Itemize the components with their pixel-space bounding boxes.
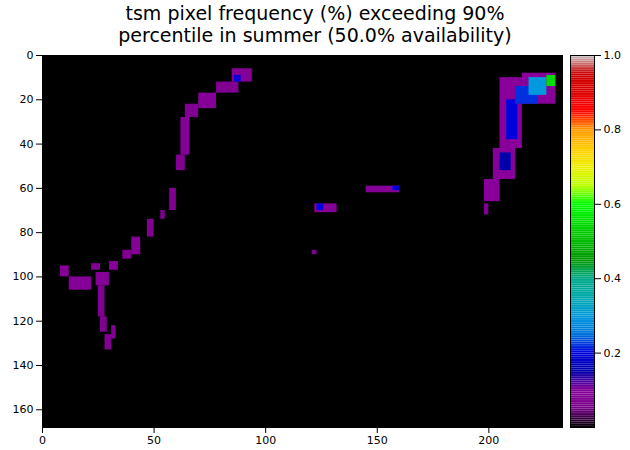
svg-text:0.8: 0.8 [604,123,622,136]
svg-text:0.4: 0.4 [604,272,622,285]
svg-text:140: 140 [13,359,34,372]
svg-text:50: 50 [147,434,161,447]
html-text:tsm pixel frequency (%) exceed: tsm pixel frequency (%) exceeding 90% pe… [118,2,512,46]
svg-text:0.2: 0.2 [604,347,622,360]
svg-text:100: 100 [255,434,276,447]
svg-text:100: 100 [13,270,34,283]
svg-text:20: 20 [20,93,34,106]
svg-text:1.0: 1.0 [604,49,622,62]
svg-text:80: 80 [20,226,34,239]
svg-text:60: 60 [20,182,34,195]
svg-text:40: 40 [20,138,34,151]
svg-text:0: 0 [27,49,34,62]
svg-text:150: 150 [367,434,388,447]
svg-text:160: 160 [13,403,34,416]
svg-text:200: 200 [478,434,499,447]
svg-text:0.6: 0.6 [604,198,622,211]
svg-text:0: 0 [39,434,46,447]
svg-text:120: 120 [13,315,34,328]
